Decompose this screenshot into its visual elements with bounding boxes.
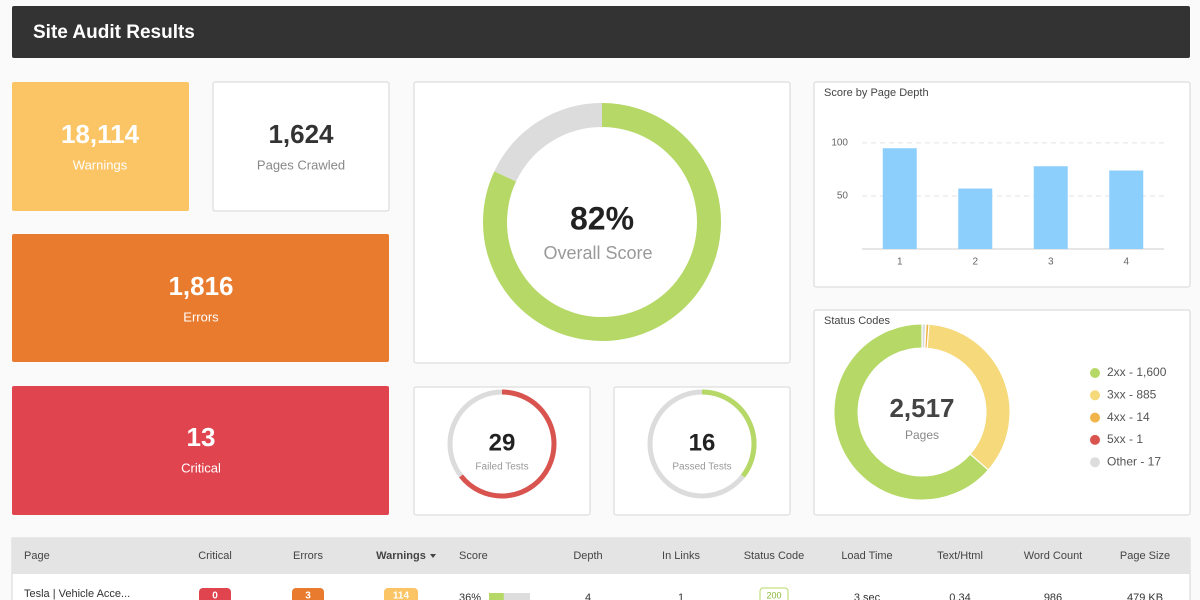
- score-bar: [489, 593, 504, 600]
- column-header: Page Size: [1120, 550, 1170, 562]
- cell: 1: [678, 592, 684, 600]
- x-tick-label: 4: [1123, 257, 1129, 268]
- card-value: 1,624: [268, 119, 334, 149]
- donut-label: Pages: [905, 428, 939, 442]
- badge-value: 0: [212, 591, 218, 600]
- card: [12, 82, 189, 211]
- card: [12, 386, 389, 515]
- legend-dot: [1090, 457, 1100, 468]
- status-badge: [759, 587, 789, 600]
- badge: [292, 588, 324, 600]
- legend-dot: [1090, 390, 1100, 401]
- column-header: Warnings: [376, 550, 426, 562]
- cell: 4: [585, 592, 591, 600]
- x-tick-label: 1: [897, 257, 903, 268]
- segment-gap: [924, 323, 927, 349]
- column-header: Score: [459, 550, 488, 562]
- gauge-arc: [483, 103, 721, 341]
- legend-label: Other - 17: [1107, 454, 1161, 468]
- card: [12, 234, 389, 362]
- column-header: Errors: [293, 550, 323, 562]
- column-header: In Links: [662, 550, 700, 562]
- card-label: Pages Crawled: [257, 157, 345, 172]
- ring-arc: [459, 389, 557, 499]
- cell: 0.34: [949, 592, 970, 600]
- column-header: Page: [24, 550, 50, 562]
- column-header: Word Count: [1024, 550, 1083, 562]
- ring-label: Passed Tests: [672, 462, 731, 473]
- donut-segment: [926, 324, 1010, 470]
- chart-title: Status Codes: [824, 315, 891, 327]
- cell: 3 sec: [854, 592, 881, 600]
- column-header: Text/Html: [937, 550, 983, 562]
- header-bar: [12, 6, 1190, 58]
- gauge-label: Overall Score: [543, 243, 652, 263]
- card-label: Errors: [183, 309, 219, 324]
- badge-value: 3: [305, 591, 311, 600]
- badge-value: 114: [393, 591, 410, 600]
- ring-value: 16: [689, 429, 716, 456]
- cell: 986: [1044, 592, 1062, 600]
- x-tick-label: 3: [1048, 257, 1054, 268]
- column-header: Load Time: [841, 550, 892, 562]
- badge: [384, 588, 418, 600]
- legend-dot: [1090, 368, 1100, 378]
- cell: Tesla | Vehicle Acce...: [24, 588, 130, 600]
- y-tick-label: 100: [831, 138, 848, 149]
- badge: [199, 588, 231, 600]
- legend-label: 5xx - 1: [1107, 432, 1143, 446]
- status-value: 200: [766, 590, 781, 600]
- legend-dot: [1090, 412, 1100, 423]
- card-value: 13: [187, 422, 216, 452]
- segment-gap: [926, 323, 930, 349]
- y-tick-label: 50: [837, 191, 849, 202]
- donut-segment: [834, 324, 988, 500]
- column-header: Depth: [573, 550, 602, 562]
- bar: [1109, 170, 1144, 249]
- cell: 479 KB: [1127, 592, 1163, 600]
- legend-dot: [1090, 434, 1100, 445]
- legend-label: 2xx - 1,600: [1107, 365, 1167, 379]
- legend-label: 4xx - 14: [1107, 410, 1150, 424]
- sort-caret: [430, 554, 436, 558]
- ring-arc: [701, 389, 757, 478]
- table-header: [12, 538, 1190, 574]
- bar: [1033, 166, 1068, 249]
- score-track: [489, 593, 530, 600]
- cell: 36%: [459, 592, 481, 600]
- bar: [882, 148, 917, 249]
- gauge-value: 82%: [570, 200, 634, 236]
- card: [212, 81, 390, 212]
- chart-title: Score by Page Depth: [824, 87, 929, 99]
- legend-label: 3xx - 885: [1107, 387, 1157, 401]
- page-title: Site Audit Results: [33, 22, 195, 43]
- gauge-track: [494, 103, 603, 182]
- card-label: Critical: [181, 460, 221, 475]
- column-header: Critical: [198, 550, 232, 562]
- column-header: Status Code: [744, 550, 805, 562]
- donut-total: 2,517: [889, 393, 954, 423]
- card-value: 1,816: [168, 271, 233, 301]
- card-value: 18,114: [61, 119, 140, 149]
- card-label: Warnings: [73, 157, 128, 172]
- segment-gap: [969, 453, 990, 472]
- x-tick-label: 2: [972, 257, 978, 268]
- ring-value: 29: [489, 429, 516, 456]
- bar: [958, 188, 993, 249]
- ring-label: Failed Tests: [475, 462, 528, 473]
